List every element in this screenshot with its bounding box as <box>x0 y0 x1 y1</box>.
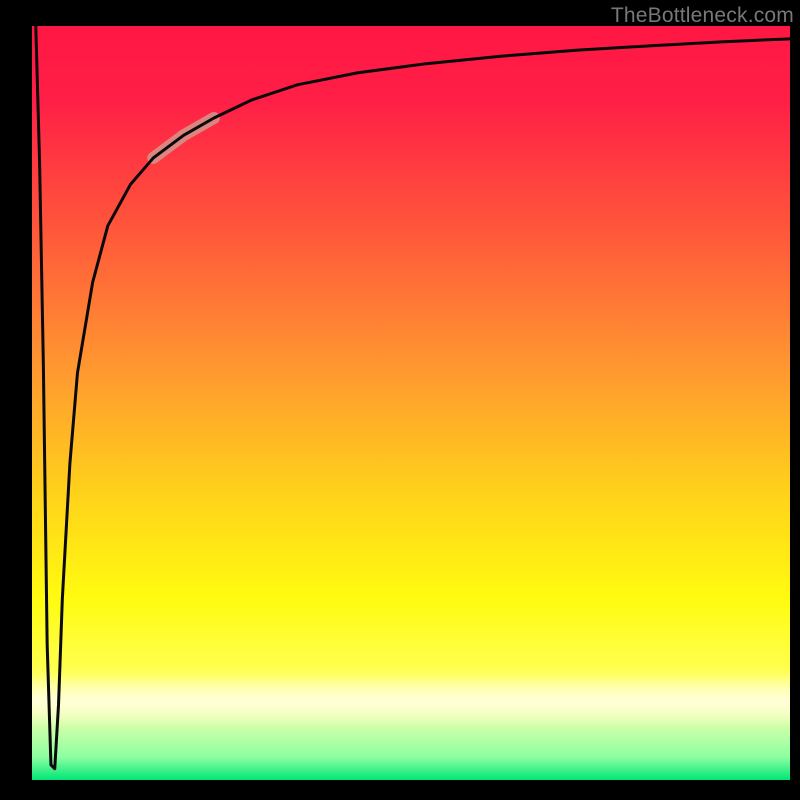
bottleneck-curve <box>36 26 790 769</box>
frame-right <box>790 0 800 800</box>
frame-left <box>0 0 32 800</box>
frame-bottom <box>0 780 800 800</box>
plot-area <box>32 26 790 780</box>
curve-layer <box>32 26 790 780</box>
watermark-text: TheBottleneck.com <box>611 4 794 28</box>
chart-stage: TheBottleneck.com <box>0 0 800 800</box>
